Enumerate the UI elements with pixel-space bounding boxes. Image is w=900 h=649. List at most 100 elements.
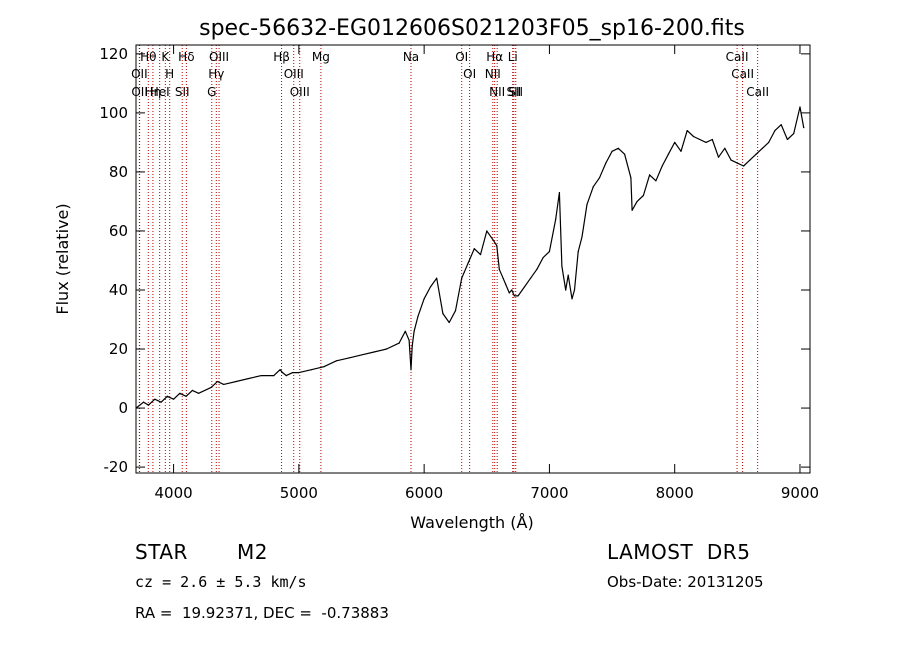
spectrum-point	[235, 380, 237, 383]
spectrum-point	[511, 289, 513, 291]
spectral-line-label: Hβ	[273, 50, 290, 64]
spectrum-point	[410, 369, 412, 371]
spectrum-point	[467, 262, 469, 265]
spectrum-point	[530, 277, 532, 279]
spectrum-point	[502, 277, 504, 279]
spectrum-point	[699, 138, 701, 141]
spectral-line-label: SII	[508, 85, 523, 99]
spectrum-point	[281, 372, 284, 374]
spectrum-point	[558, 191, 561, 194]
spectral-line-label: NII	[485, 67, 501, 81]
spectrum-point	[592, 186, 594, 188]
spectrum-point	[761, 147, 763, 149]
spectrum-point	[454, 310, 457, 312]
spectrum-point	[623, 153, 626, 155]
spectral-line-label: CaII	[746, 85, 769, 99]
spectrum-line	[135, 106, 805, 409]
y-tick-label: 120	[99, 45, 128, 63]
coordinates: RA = 19.92371, DEC = -0.73883	[135, 604, 389, 622]
y-tick-label: 100	[99, 104, 128, 122]
axes: 4000 5000 6000 7000 8000 9000 -20 0 20 40 60 80 100 1…	[99, 45, 819, 502]
spectrum-point	[780, 124, 782, 126]
spectral-line-label: OIII	[284, 67, 304, 81]
spectrum-point	[498, 268, 500, 270]
spectral-line-label: OIII	[209, 50, 229, 64]
spectrum-point	[298, 372, 300, 374]
x-tick-label: 6000	[405, 484, 443, 502]
spectrum-point	[348, 357, 350, 359]
spectrum-point	[398, 342, 400, 344]
spectrum-point	[486, 230, 488, 232]
spectrum-point	[642, 194, 644, 197]
spectral-line-label: Hθ	[140, 50, 156, 64]
spectrum-point	[442, 313, 444, 315]
y-tick-label: 40	[109, 281, 128, 299]
spectrum-point	[581, 236, 583, 238]
spectrum-point	[555, 218, 557, 220]
spectrum-point	[542, 256, 544, 259]
spectrum-point	[667, 153, 670, 155]
spectrum-point	[285, 374, 287, 377]
spectrum-point	[461, 277, 463, 279]
spectrum-point	[577, 251, 579, 253]
spectrum-point	[191, 389, 193, 391]
spectrum-point	[743, 165, 745, 167]
spectrum-point	[736, 162, 738, 164]
object-class: STAR	[135, 540, 188, 564]
spectrum-point	[793, 132, 795, 135]
spectrum-point	[649, 174, 651, 176]
spectral-line-label: CaII	[731, 67, 754, 81]
spectrum-point	[755, 153, 757, 155]
observation-date: Obs-Date: 20131205	[607, 573, 764, 591]
spectrum-point	[571, 298, 573, 300]
spectrum-point	[504, 283, 507, 285]
y-tick-label: 0	[118, 399, 128, 417]
y-tick-label: 80	[109, 163, 128, 181]
spectrum-point	[680, 150, 682, 152]
spectrum-point	[185, 395, 187, 397]
spectrum-point	[411, 345, 413, 347]
y-axis-label: Flux (relative)	[53, 203, 72, 314]
spectrum-point	[717, 156, 720, 158]
spectral-line-label: OII	[131, 67, 148, 81]
spectrum-point	[291, 372, 294, 374]
spectrum-point	[198, 392, 200, 394]
spectrum-point	[160, 401, 162, 403]
spectrum-point	[508, 292, 510, 294]
spectrum-point	[631, 209, 633, 211]
spectrum-point	[273, 374, 275, 377]
spectrum-point	[404, 330, 406, 332]
spectrum-point	[730, 159, 732, 161]
spectral-line-label: SII	[175, 85, 190, 99]
spectrum-point	[636, 200, 638, 203]
spectrum-point	[179, 392, 181, 394]
spectrum-point	[786, 138, 789, 141]
spectral-line-label: H	[165, 67, 174, 81]
object-subclass: M2	[237, 540, 268, 564]
spectrum-point	[310, 369, 312, 371]
spectrum-point	[705, 141, 707, 144]
y-tick-label: 20	[109, 340, 128, 358]
spectrum-point	[661, 165, 663, 167]
spectral-line-label: Mg	[312, 50, 330, 64]
spectrum-point	[567, 274, 569, 276]
spectral-line-label: Hη	[145, 85, 162, 99]
chart-title: spec-56632-EG012606S021203F05_sp16-200.f…	[199, 16, 745, 41]
spectrum-point	[323, 366, 325, 368]
spectrum-point	[172, 398, 175, 400]
spectrum-point	[210, 386, 212, 388]
spectrum-point	[605, 162, 607, 164]
spectral-line-label: Hα	[486, 50, 503, 64]
spectrum-point	[655, 180, 657, 182]
spectrum-point	[617, 147, 619, 149]
spectrum-point	[373, 351, 375, 353]
spectrum-point	[166, 395, 168, 397]
y-tick-label: -20	[104, 458, 129, 476]
spectrum-point	[768, 141, 770, 144]
x-tick-label: 7000	[530, 484, 568, 502]
spectral-line-label: Hγ	[208, 67, 224, 81]
x-tick-label: 5000	[280, 484, 318, 502]
spectrum-point	[448, 321, 450, 324]
